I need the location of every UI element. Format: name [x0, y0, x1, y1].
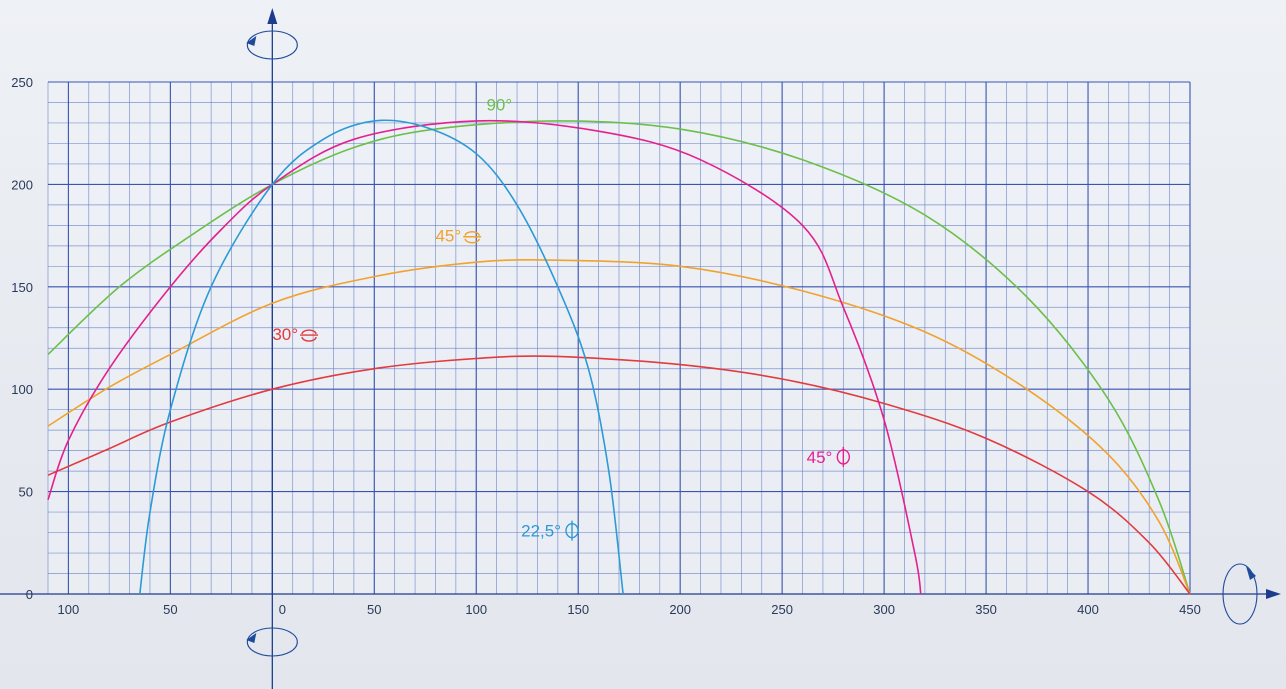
y-tick-label: 250: [11, 75, 33, 90]
y-tick-label: 100: [11, 382, 33, 397]
x-tick-label: 150: [567, 602, 589, 617]
rotation-symbol-icon: [463, 231, 482, 244]
trajectory-curves: [47, 119, 1191, 595]
x-tick-label: 300: [873, 602, 895, 617]
rotation-arc: [464, 238, 480, 244]
rotation-x-end-icon: [1222, 563, 1258, 625]
x-tick-label: 350: [975, 602, 997, 617]
rotation-ellipse: [246, 627, 298, 657]
y-tick-label: 200: [11, 177, 33, 192]
trajectory-curve: [139, 119, 624, 595]
curve-label: 45°: [435, 227, 461, 246]
rotation-arc: [301, 336, 317, 342]
curve-labels: 90° 45° 30° 45° 22,5°: [272, 96, 851, 541]
rotation-arrowhead: [246, 633, 257, 643]
axes: [0, 8, 1281, 689]
x-tick-label: 100: [58, 602, 80, 617]
curve-label: 30°: [272, 325, 298, 344]
y-axis-arrow-icon: [267, 8, 278, 24]
rotation-symbol-icon: [300, 329, 319, 342]
x-tick-label: 400: [1077, 602, 1099, 617]
rotation-symbol-icon: [836, 446, 851, 467]
trajectory-curve: [47, 355, 1191, 595]
rotation-arrowhead: [1246, 566, 1256, 580]
rotation-arc: [301, 329, 317, 335]
y-tick-label: 50: [19, 485, 33, 500]
rotation-arc: [464, 231, 480, 236]
tick-labels: 100 50 0 50 100 150 200 250 300 350 400 450 0 50 100 15…: [11, 75, 1201, 617]
x-tick-label: 250: [771, 602, 793, 617]
trajectory-curve: [47, 259, 1191, 595]
x-tick-label: 0: [279, 602, 286, 617]
x-axis-arrow-icon: [1266, 589, 1281, 599]
curve-label: 22,5°: [521, 522, 561, 541]
rotation-symbol-icon: [565, 520, 579, 541]
curve-label: 90°: [486, 96, 512, 115]
grid-minor: [47, 81, 1191, 595]
x-tick-label: 50: [163, 602, 177, 617]
rotation-ellipse: [246, 30, 298, 60]
trajectory-curve: [47, 119, 922, 595]
rotation-icons: [246, 30, 1258, 657]
rotation-y-bottom-icon: [246, 627, 298, 657]
rotation-arrowhead: [246, 36, 257, 46]
rotation-y-top-icon: [246, 30, 298, 60]
y-tick-label: 0: [26, 587, 33, 602]
x-tick-label: 450: [1179, 602, 1201, 617]
y-tick-label: 150: [11, 280, 33, 295]
rotation-ellipse: [1222, 563, 1258, 625]
x-tick-label: 200: [669, 602, 691, 617]
x-tick-label: 50: [367, 602, 381, 617]
x-tick-label: 100: [465, 602, 487, 617]
trajectory-curve: [47, 120, 1191, 595]
curve-label: 45°: [807, 448, 833, 467]
